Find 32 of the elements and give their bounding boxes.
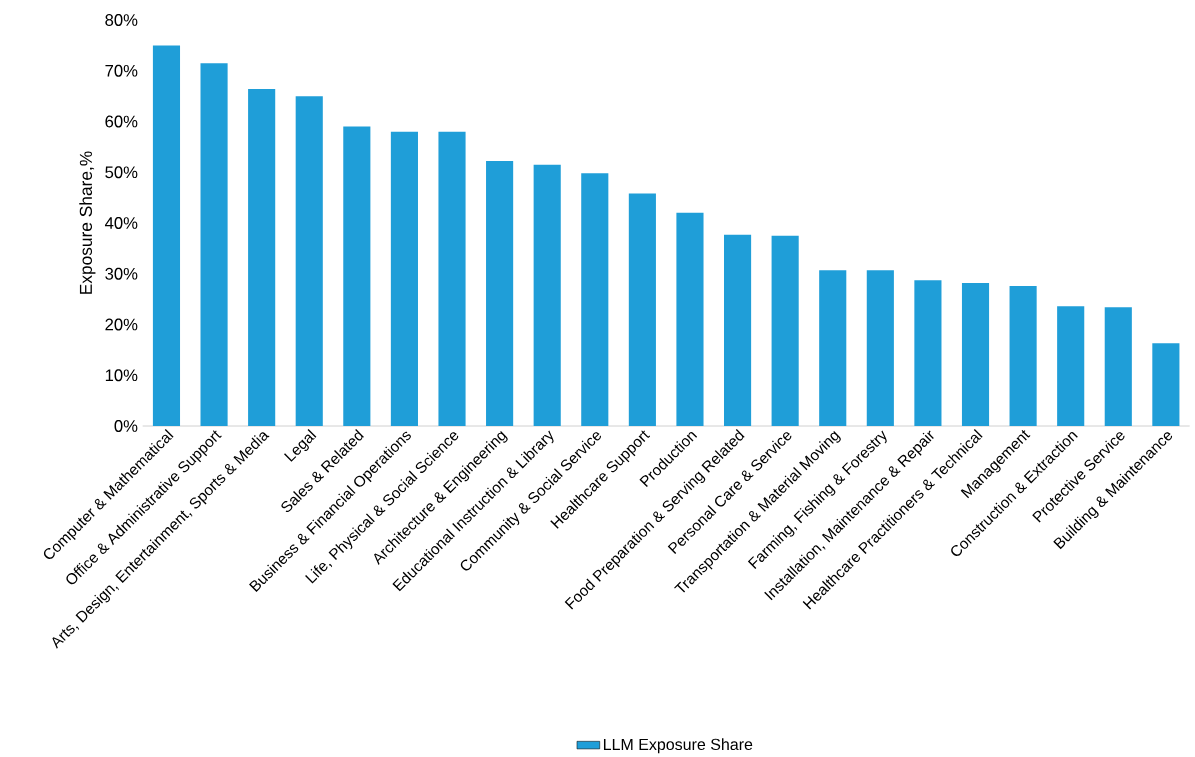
bar <box>866 270 894 426</box>
y-tick-label: 10% <box>105 369 138 382</box>
bar <box>438 131 466 426</box>
bar <box>819 270 847 426</box>
bar <box>343 126 371 426</box>
bar <box>486 160 514 426</box>
bar <box>1057 306 1085 426</box>
bar <box>248 88 276 426</box>
bar <box>390 131 418 426</box>
y-tick-label: 70% <box>105 64 138 77</box>
y-tick-label: 40% <box>104 217 138 229</box>
bar <box>771 235 799 426</box>
y-tick-label: 60% <box>105 115 138 128</box>
bar <box>152 45 181 426</box>
bar <box>533 164 561 426</box>
y-tick-label: 20% <box>105 318 138 331</box>
bar <box>724 234 752 426</box>
bar <box>1152 343 1180 426</box>
bar <box>1104 307 1132 426</box>
bar <box>581 173 609 426</box>
legend-label: LLM Exposure Share <box>603 738 753 754</box>
bar <box>914 280 942 426</box>
y-tick-label: 80% <box>105 14 138 26</box>
bar <box>961 282 990 426</box>
bar <box>200 63 228 426</box>
bar <box>628 193 656 426</box>
y-tick-label: 30% <box>105 267 138 280</box>
bar <box>676 212 704 426</box>
bar <box>295 96 323 426</box>
bar <box>1009 285 1037 426</box>
y-tick-label: 50% <box>105 166 138 179</box>
y-axis-title: Exposure Share,% <box>79 151 96 294</box>
